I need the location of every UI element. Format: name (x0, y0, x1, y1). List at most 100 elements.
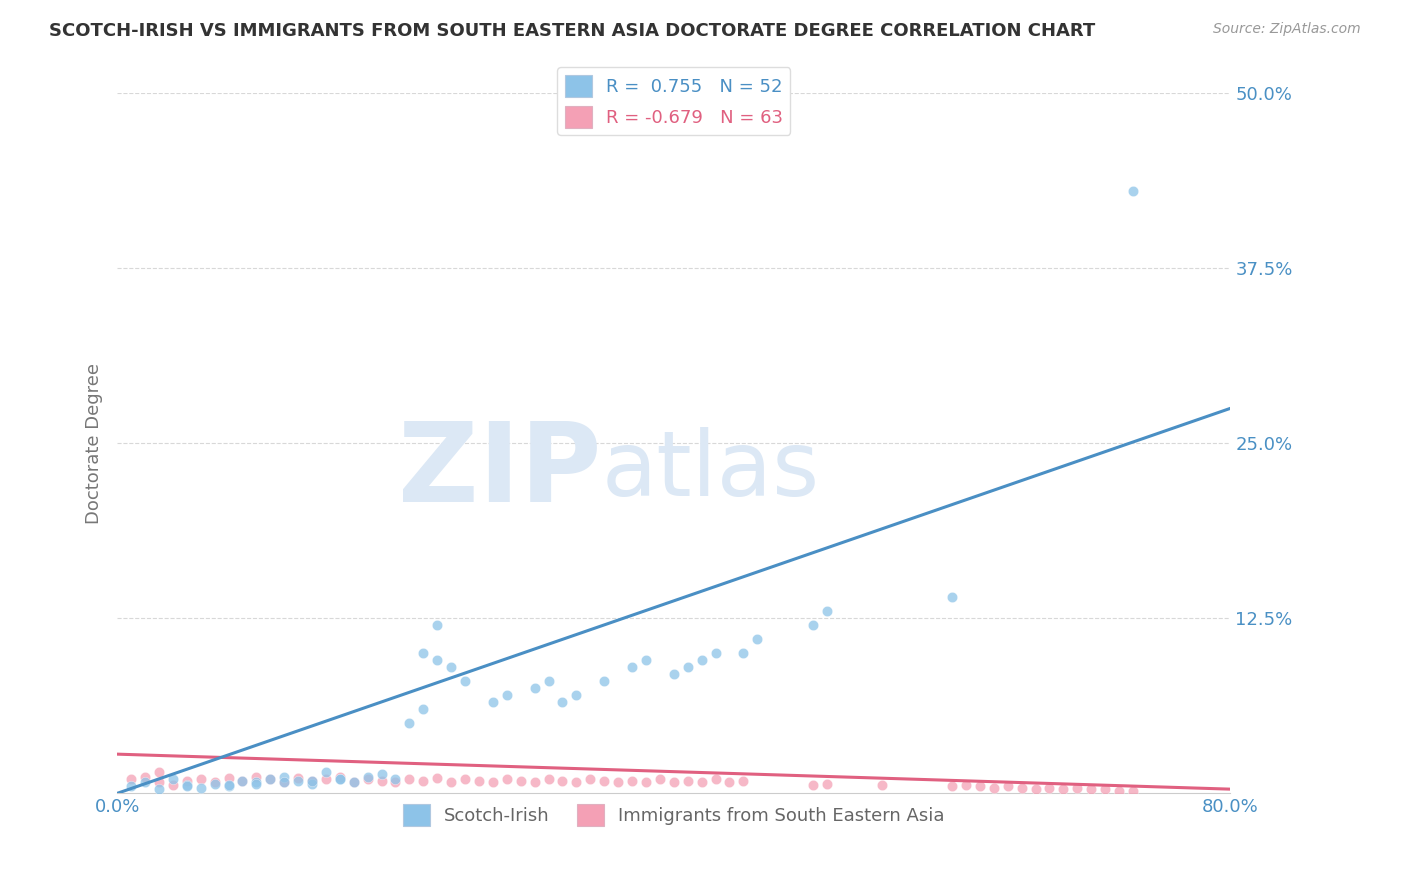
Point (1108, 783, 1130, 797)
Point (676, 773, 699, 788)
Point (440, 660, 463, 674)
Point (593, 773, 616, 788)
Point (1122, 185, 1144, 199)
Point (329, 770, 352, 784)
Point (356, 770, 378, 784)
Point (329, 772, 352, 787)
Point (454, 674, 477, 689)
Point (704, 646, 727, 660)
Point (412, 773, 434, 788)
Point (190, 780, 212, 795)
Point (426, 653, 449, 667)
Point (648, 772, 671, 787)
Point (662, 775, 685, 789)
Point (718, 775, 741, 789)
Point (245, 775, 267, 789)
Point (634, 775, 657, 789)
Point (384, 775, 406, 789)
Point (204, 775, 226, 789)
Point (120, 780, 142, 794)
Point (231, 773, 253, 788)
Legend: Scotch-Irish, Immigrants from South Eastern Asia: Scotch-Irish, Immigrants from South East… (395, 797, 952, 833)
Point (218, 780, 240, 794)
Point (231, 773, 253, 788)
Point (245, 776, 267, 790)
Point (662, 667, 685, 681)
Point (204, 776, 226, 790)
Point (412, 702, 434, 716)
Point (969, 780, 991, 794)
Point (676, 660, 699, 674)
Y-axis label: Doctorate Degree: Doctorate Degree (86, 363, 103, 524)
Point (733, 773, 755, 788)
Point (495, 772, 517, 787)
Point (1025, 782, 1047, 797)
Point (634, 653, 657, 667)
Point (440, 775, 463, 789)
Point (315, 772, 337, 787)
Point (273, 775, 295, 789)
Point (815, 776, 838, 790)
Point (565, 775, 588, 789)
Point (384, 772, 406, 787)
Point (579, 772, 602, 787)
Point (801, 778, 824, 792)
Point (997, 780, 1019, 794)
Point (148, 775, 170, 789)
Point (259, 772, 281, 787)
Point (607, 775, 630, 789)
Point (955, 778, 977, 792)
Point (356, 772, 378, 787)
Point (301, 773, 323, 788)
Point (426, 618, 449, 632)
Point (621, 773, 644, 788)
Point (1038, 780, 1060, 795)
Text: atlas: atlas (602, 427, 820, 516)
Point (983, 780, 1005, 795)
Point (593, 674, 616, 689)
Point (343, 775, 366, 789)
Point (1011, 780, 1033, 795)
Point (176, 773, 198, 788)
Point (551, 695, 574, 709)
Point (704, 772, 727, 787)
Point (329, 772, 352, 787)
Point (1052, 782, 1074, 797)
Point (148, 782, 170, 797)
Point (872, 778, 894, 792)
Point (176, 778, 198, 792)
Point (218, 778, 240, 792)
Point (551, 773, 574, 788)
Point (941, 591, 963, 605)
Point (426, 771, 449, 785)
Point (370, 766, 392, 780)
Point (1094, 782, 1116, 797)
Point (259, 772, 281, 787)
Point (482, 775, 505, 789)
Point (287, 771, 309, 785)
Point (690, 775, 713, 789)
Point (690, 653, 713, 667)
Point (148, 765, 170, 780)
Point (1066, 780, 1088, 795)
Point (134, 775, 156, 789)
Point (343, 775, 366, 789)
Point (621, 660, 644, 674)
Point (190, 772, 212, 787)
Text: Source: ZipAtlas.com: Source: ZipAtlas.com (1213, 22, 1361, 37)
Point (120, 772, 142, 787)
Point (1122, 783, 1144, 797)
Point (287, 773, 309, 788)
Point (301, 776, 323, 790)
Point (218, 771, 240, 785)
Point (733, 646, 755, 660)
Point (273, 775, 295, 789)
Point (941, 780, 963, 794)
Point (412, 646, 434, 660)
Text: ZIP: ZIP (398, 417, 602, 524)
Point (162, 772, 184, 787)
Point (565, 689, 588, 703)
Point (134, 770, 156, 784)
Point (747, 632, 769, 647)
Point (176, 780, 198, 794)
